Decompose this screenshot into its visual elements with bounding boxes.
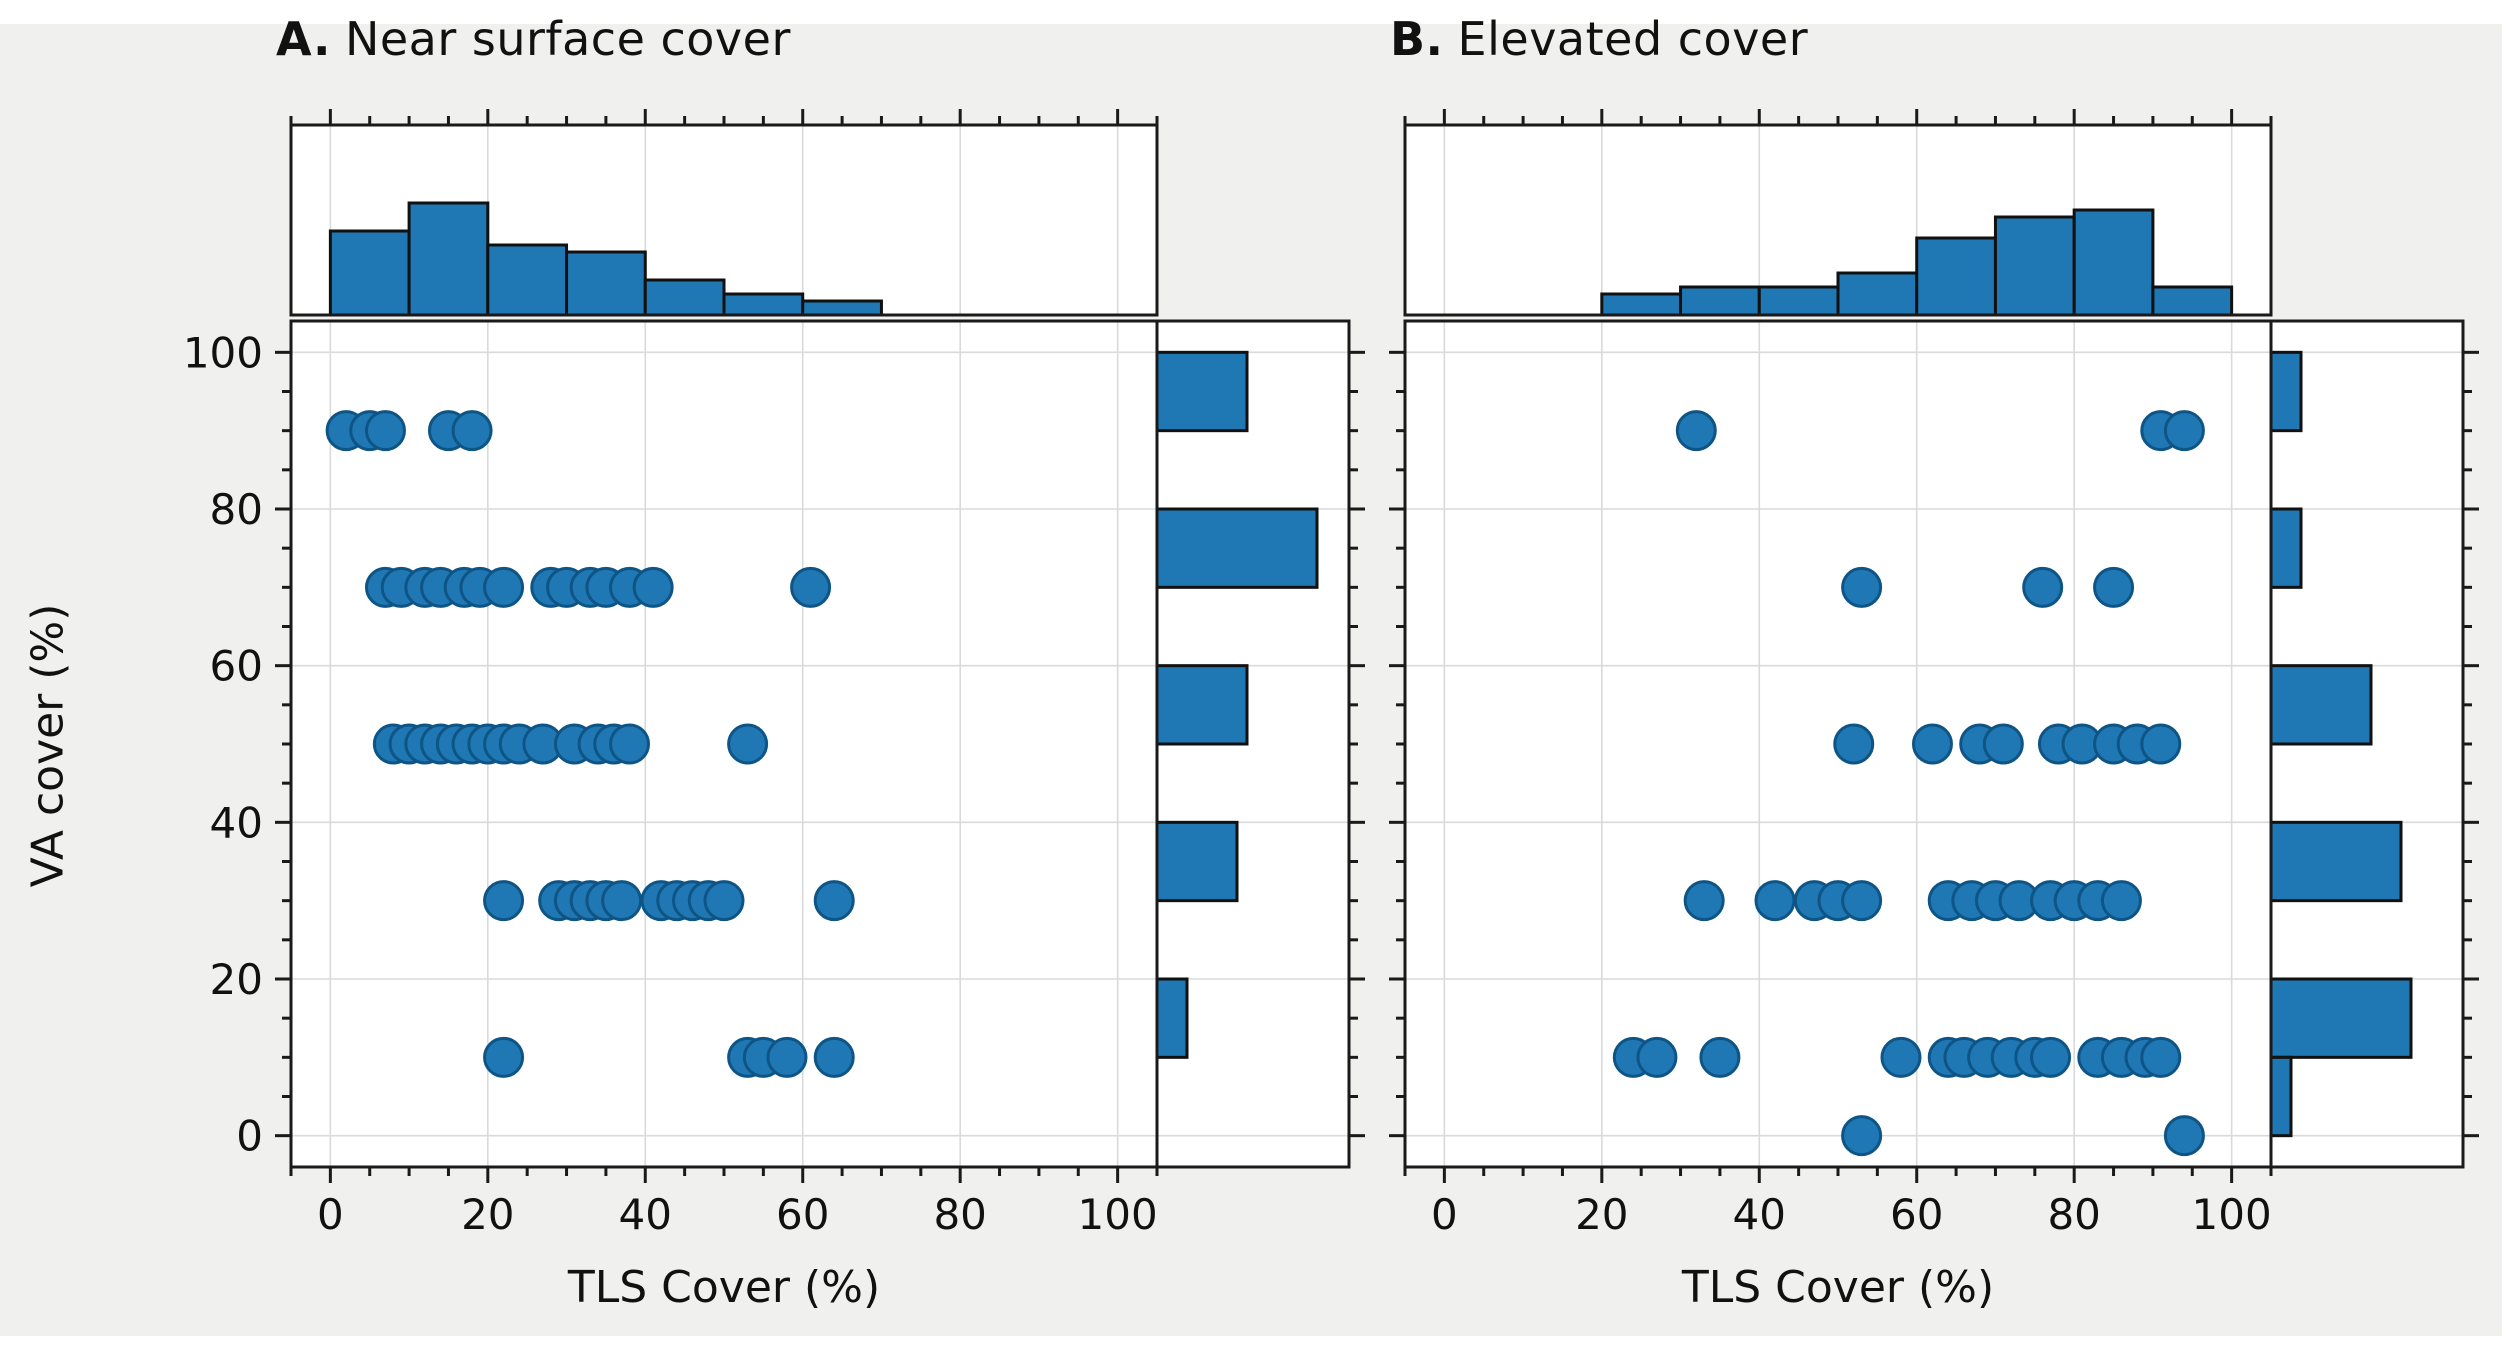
scatter-point <box>766 1036 808 1078</box>
scatter-point <box>1982 723 2024 765</box>
scatter-point <box>609 723 651 765</box>
scatter-point <box>2022 566 2064 608</box>
right-histogram-bar <box>1155 820 1239 903</box>
right-histogram-bar <box>2269 977 2413 1059</box>
top-histogram-bar <box>801 299 883 317</box>
panel-b-letter: B. <box>1390 12 1444 66</box>
scatter-point <box>632 566 674 608</box>
top-histogram-bar <box>486 243 569 317</box>
scatter-point <box>483 880 525 922</box>
y-tick-label: 40 <box>210 798 263 847</box>
y-tick-label: 20 <box>210 955 263 1004</box>
x-tick-label: 20 <box>1575 1190 1628 1239</box>
right-histogram-bar <box>1155 350 1249 433</box>
x-axis-label-a: TLS Cover (%) <box>567 1262 881 1313</box>
x-tick-label: 80 <box>933 1190 986 1239</box>
right-histogram-bar <box>1155 507 1319 589</box>
panel-group-a: 0 20 40 60 80 100 0 20 40 60 80 100 <box>183 109 1365 1239</box>
scatter-point <box>790 566 832 608</box>
x-tick-label: 80 <box>2047 1190 2100 1239</box>
scatter-point <box>1699 1036 1741 1078</box>
scatter-point <box>2030 1036 2072 1078</box>
scatter-point <box>727 723 769 765</box>
scatter-point <box>1833 723 1875 765</box>
y-tick-label: 100 <box>183 328 263 377</box>
scatter-point <box>1675 410 1717 452</box>
scatter-point <box>601 880 643 922</box>
scatter-point <box>2093 566 2135 608</box>
scatter-point <box>1841 1115 1883 1157</box>
right-histogram-bar <box>2269 820 2403 903</box>
top-histogram-bar <box>328 229 411 317</box>
right-histogram-bar <box>2269 1055 2293 1138</box>
panel-a-title: A. Near surface cover <box>276 12 791 66</box>
scatter-point <box>813 880 855 922</box>
top-histogram-bar <box>643 278 726 317</box>
y-tick-label: 60 <box>210 642 263 691</box>
top-histogram-bar <box>1993 215 2076 317</box>
top-histogram-bar <box>2151 285 2234 317</box>
x-tick-label: 40 <box>619 1190 672 1239</box>
right-histogram-bar <box>2269 350 2303 433</box>
scatter-point <box>2140 723 2182 765</box>
top-histogram-bar <box>407 201 490 317</box>
scatter-point <box>1841 566 1883 608</box>
top-histogram-bar <box>722 292 805 317</box>
top-histogram-bar <box>1836 271 1919 317</box>
scatter-point <box>1880 1036 1922 1078</box>
y-axis-label: VA cover (%) <box>22 603 74 888</box>
panel-group-b: 0 20 40 60 80 100 <box>1389 109 2479 1239</box>
scatter-point <box>2100 880 2142 922</box>
top-histogram-bar <box>1679 285 1761 317</box>
scatter-point <box>451 410 493 452</box>
top-histogram-bar <box>1915 236 1997 317</box>
panel-a-letter: A. <box>276 12 331 66</box>
scatter-point <box>813 1036 855 1078</box>
scatter-point <box>1636 1036 1678 1078</box>
y-tick-label: 0 <box>236 1112 263 1161</box>
top-histogram-bar <box>1600 292 1683 317</box>
x-tick-label: 60 <box>776 1190 829 1239</box>
x-tick-label: 100 <box>1078 1190 1158 1239</box>
top-histogram-bar <box>1757 285 1840 317</box>
top-histogram-bar <box>565 250 647 317</box>
scatter-point <box>2163 410 2205 452</box>
scatter-point <box>1754 880 1796 922</box>
x-tick-label: 0 <box>1431 1190 1458 1239</box>
scatter-point <box>1911 723 1953 765</box>
scatter-point <box>1683 880 1725 922</box>
scatter-point <box>1841 880 1883 922</box>
scatter-point <box>483 566 525 608</box>
scatter-point <box>703 880 745 922</box>
panel-a-title-text: Near surface cover <box>344 12 791 66</box>
scatter-point <box>2140 1036 2182 1078</box>
x-tick-label: 0 <box>317 1190 344 1239</box>
x-tick-label: 40 <box>1733 1190 1786 1239</box>
panel-b-title: B. Elevated cover <box>1390 12 1808 66</box>
scatter-point <box>2163 1115 2205 1157</box>
scatter-point <box>364 410 406 452</box>
scatter-point <box>483 1036 525 1078</box>
right-histogram-bar <box>2269 507 2303 589</box>
panel-b-title-text: Elevated cover <box>1457 12 1809 66</box>
right-histogram-bar <box>2269 664 2373 746</box>
right-histogram-bar <box>1155 977 1189 1059</box>
top-histogram-bar <box>2072 208 2155 317</box>
x-tick-label: 100 <box>2192 1190 2272 1239</box>
x-tick-label: 20 <box>461 1190 514 1239</box>
right-histogram-bar <box>1155 664 1249 746</box>
x-tick-label: 60 <box>1890 1190 1943 1239</box>
y-tick-label: 80 <box>210 485 263 534</box>
x-axis-label-b: TLS Cover (%) <box>1681 1262 1995 1313</box>
